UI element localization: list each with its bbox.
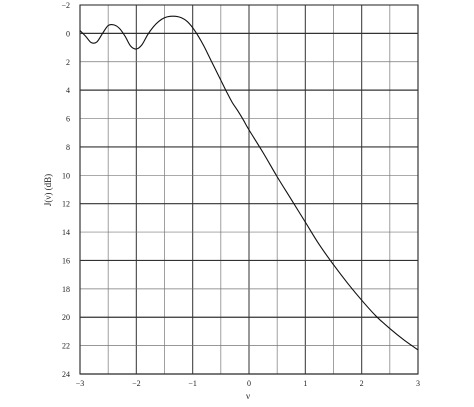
series-lines	[79, 15, 419, 351]
y-tick-label: 6	[66, 115, 70, 124]
y-tick-label: 20	[62, 313, 70, 322]
x-tick-label: −2	[132, 379, 141, 388]
y-tick-label: 14	[62, 228, 70, 237]
y-tick-label: 24	[62, 370, 70, 379]
y-tick-label: 16	[62, 256, 70, 265]
y-tick-label: 2	[66, 58, 70, 67]
x-tick-label: 2	[360, 379, 364, 388]
x-tick-label: −3	[76, 379, 85, 388]
plot-frame	[79, 4, 419, 375]
x-axis-label: ν	[246, 391, 250, 401]
grid	[79, 4, 419, 375]
y-tick-label: −2	[61, 1, 70, 10]
series-line-0	[79, 15, 419, 351]
y-tick-label: 8	[66, 143, 70, 152]
y-tick-label: 22	[62, 342, 70, 351]
x-tick-label: 3	[416, 379, 420, 388]
y-tick-label: 0	[66, 29, 70, 38]
x-tick-label: 1	[303, 379, 307, 388]
y-axis-label: J(ν) (dB)	[43, 174, 53, 206]
x-tick-label: 0	[247, 379, 251, 388]
y-tick-label: 4	[66, 86, 70, 95]
y-tick-label: 10	[62, 171, 70, 180]
y-tick-label: 18	[62, 285, 70, 294]
x-tick-label: −1	[188, 379, 197, 388]
y-tick-label: 12	[62, 200, 70, 209]
